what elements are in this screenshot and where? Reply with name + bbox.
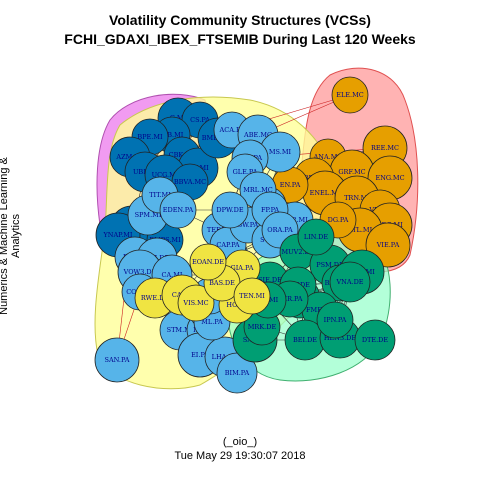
node-label: LIN.DE <box>304 233 328 241</box>
node-label: SPM.MI <box>135 211 162 219</box>
node-label: ANA.MC <box>313 153 343 161</box>
node-label: EOAN.DE <box>192 258 224 266</box>
node-label: ABE.MC <box>243 131 272 139</box>
node-label: GLE.PA <box>233 168 258 176</box>
node-label: KER.PA <box>277 295 302 303</box>
node-label: DG.PA <box>328 216 349 224</box>
node-circle <box>233 277 271 315</box>
node-label: UCG.MI <box>152 171 179 179</box>
node-label: YNAP.MI <box>102 231 132 239</box>
node-label: SIE.DE <box>258 276 282 284</box>
node-label: BBVA.MC <box>174 178 206 186</box>
node-label: EDEN.PA <box>163 206 194 214</box>
node-label: SAN.PA <box>105 356 130 364</box>
node-label: BPE.MI <box>137 133 163 141</box>
node-label: MB.MI <box>161 131 184 139</box>
node-label: VOW3.DE <box>123 268 157 276</box>
footer-timestamp: Tue May 29 19:30:07 2018 <box>174 450 306 462</box>
node-label: EI.PA <box>191 351 209 359</box>
node-label: ORA.PA <box>267 226 293 234</box>
node-dte-de: DTE.DE <box>354 319 396 361</box>
node-vis-mc: VIS.MC <box>177 284 215 322</box>
node-circle <box>329 261 371 303</box>
node-label: BAS.DE <box>209 279 235 287</box>
node-san-pa: SAN.PA <box>94 337 140 383</box>
node-label: ENEL.MI <box>310 189 341 197</box>
chart-subtitle: FCHI_GDAXI_IBEX_FTSEMIB During Last 120 … <box>64 31 416 47</box>
node-label: RWE.DE <box>141 294 169 302</box>
node-circle <box>159 191 197 229</box>
node-label: MRL.MC <box>243 186 273 194</box>
node-dpw-de: DPW.DE <box>211 191 249 229</box>
node-label: DTE.DE <box>362 336 389 344</box>
node-label: TRN.MI <box>344 194 370 202</box>
node-label: HEN3.DE <box>324 334 357 342</box>
node-circle <box>94 337 140 383</box>
node-label: IPN.PA <box>324 316 347 324</box>
footer-signature: (_oio_) <box>222 436 258 448</box>
node-label: FP.PA <box>261 206 279 214</box>
node-label: ACA.PA <box>219 126 245 134</box>
node-label: TIT.MI <box>149 191 171 199</box>
node-label: STM.MI <box>167 326 194 334</box>
node-label: VIS.MC <box>182 299 208 307</box>
node-circle <box>331 76 369 114</box>
node-eden-pa: EDEN.PA <box>159 191 197 229</box>
network-nodes: ELE.MCREE.MCANA.MCGRF.MCENG.MCIBE.MCENEL… <box>94 76 413 394</box>
node-label: PSM.DE <box>316 261 344 269</box>
node-label: MUV2.DE <box>282 248 315 256</box>
node-lin-de: LIN.DE <box>297 218 335 256</box>
node-ten-mi: TEN.MI <box>233 277 271 315</box>
node-label: CA.MI <box>162 271 183 279</box>
node-circle <box>211 191 249 229</box>
node-vna-de: VNA.DE <box>329 261 371 303</box>
node-label: TEN.MI <box>239 292 265 300</box>
node-label: BIM.PA <box>225 369 250 377</box>
node-label: MS.MI <box>269 148 292 156</box>
node-label: AZM.MI <box>115 153 144 161</box>
node-eoan-de: EOAN.DE <box>189 243 227 281</box>
node-ele-mc: ELE.MC <box>331 76 369 114</box>
node-label: GRF.MC <box>338 168 365 176</box>
node-circle <box>297 218 335 256</box>
node-circle <box>189 243 227 281</box>
node-label: REE.MC <box>371 144 399 152</box>
node-label: ELE.MC <box>336 91 364 99</box>
node-label: VNA.DE <box>335 278 363 286</box>
node-label: ATL.MI <box>347 226 373 234</box>
node-label: SW.PA <box>238 221 259 229</box>
node-circle <box>354 319 396 361</box>
node-label: EN.PA <box>280 181 301 189</box>
node-label: VIE.PA <box>376 241 400 249</box>
node-label: DPW.DE <box>216 206 243 214</box>
node-ipn-pa: IPN.PA <box>316 301 354 339</box>
node-label: ENG.MC <box>375 174 404 182</box>
node-label: CAP.PA <box>216 241 240 249</box>
node-label: GIA.PA <box>231 264 254 272</box>
chart-title: Volatility Community Structures (VCSs) <box>109 12 371 28</box>
node-label: BEI.DE <box>293 336 317 344</box>
node-circle <box>316 301 354 339</box>
node-circle <box>177 284 215 322</box>
node-label: MRK.DE <box>248 323 277 331</box>
node-label: CBK.DE <box>169 151 196 159</box>
node-label: ML.PA <box>201 318 223 326</box>
node-label: CS.PA <box>190 116 210 124</box>
